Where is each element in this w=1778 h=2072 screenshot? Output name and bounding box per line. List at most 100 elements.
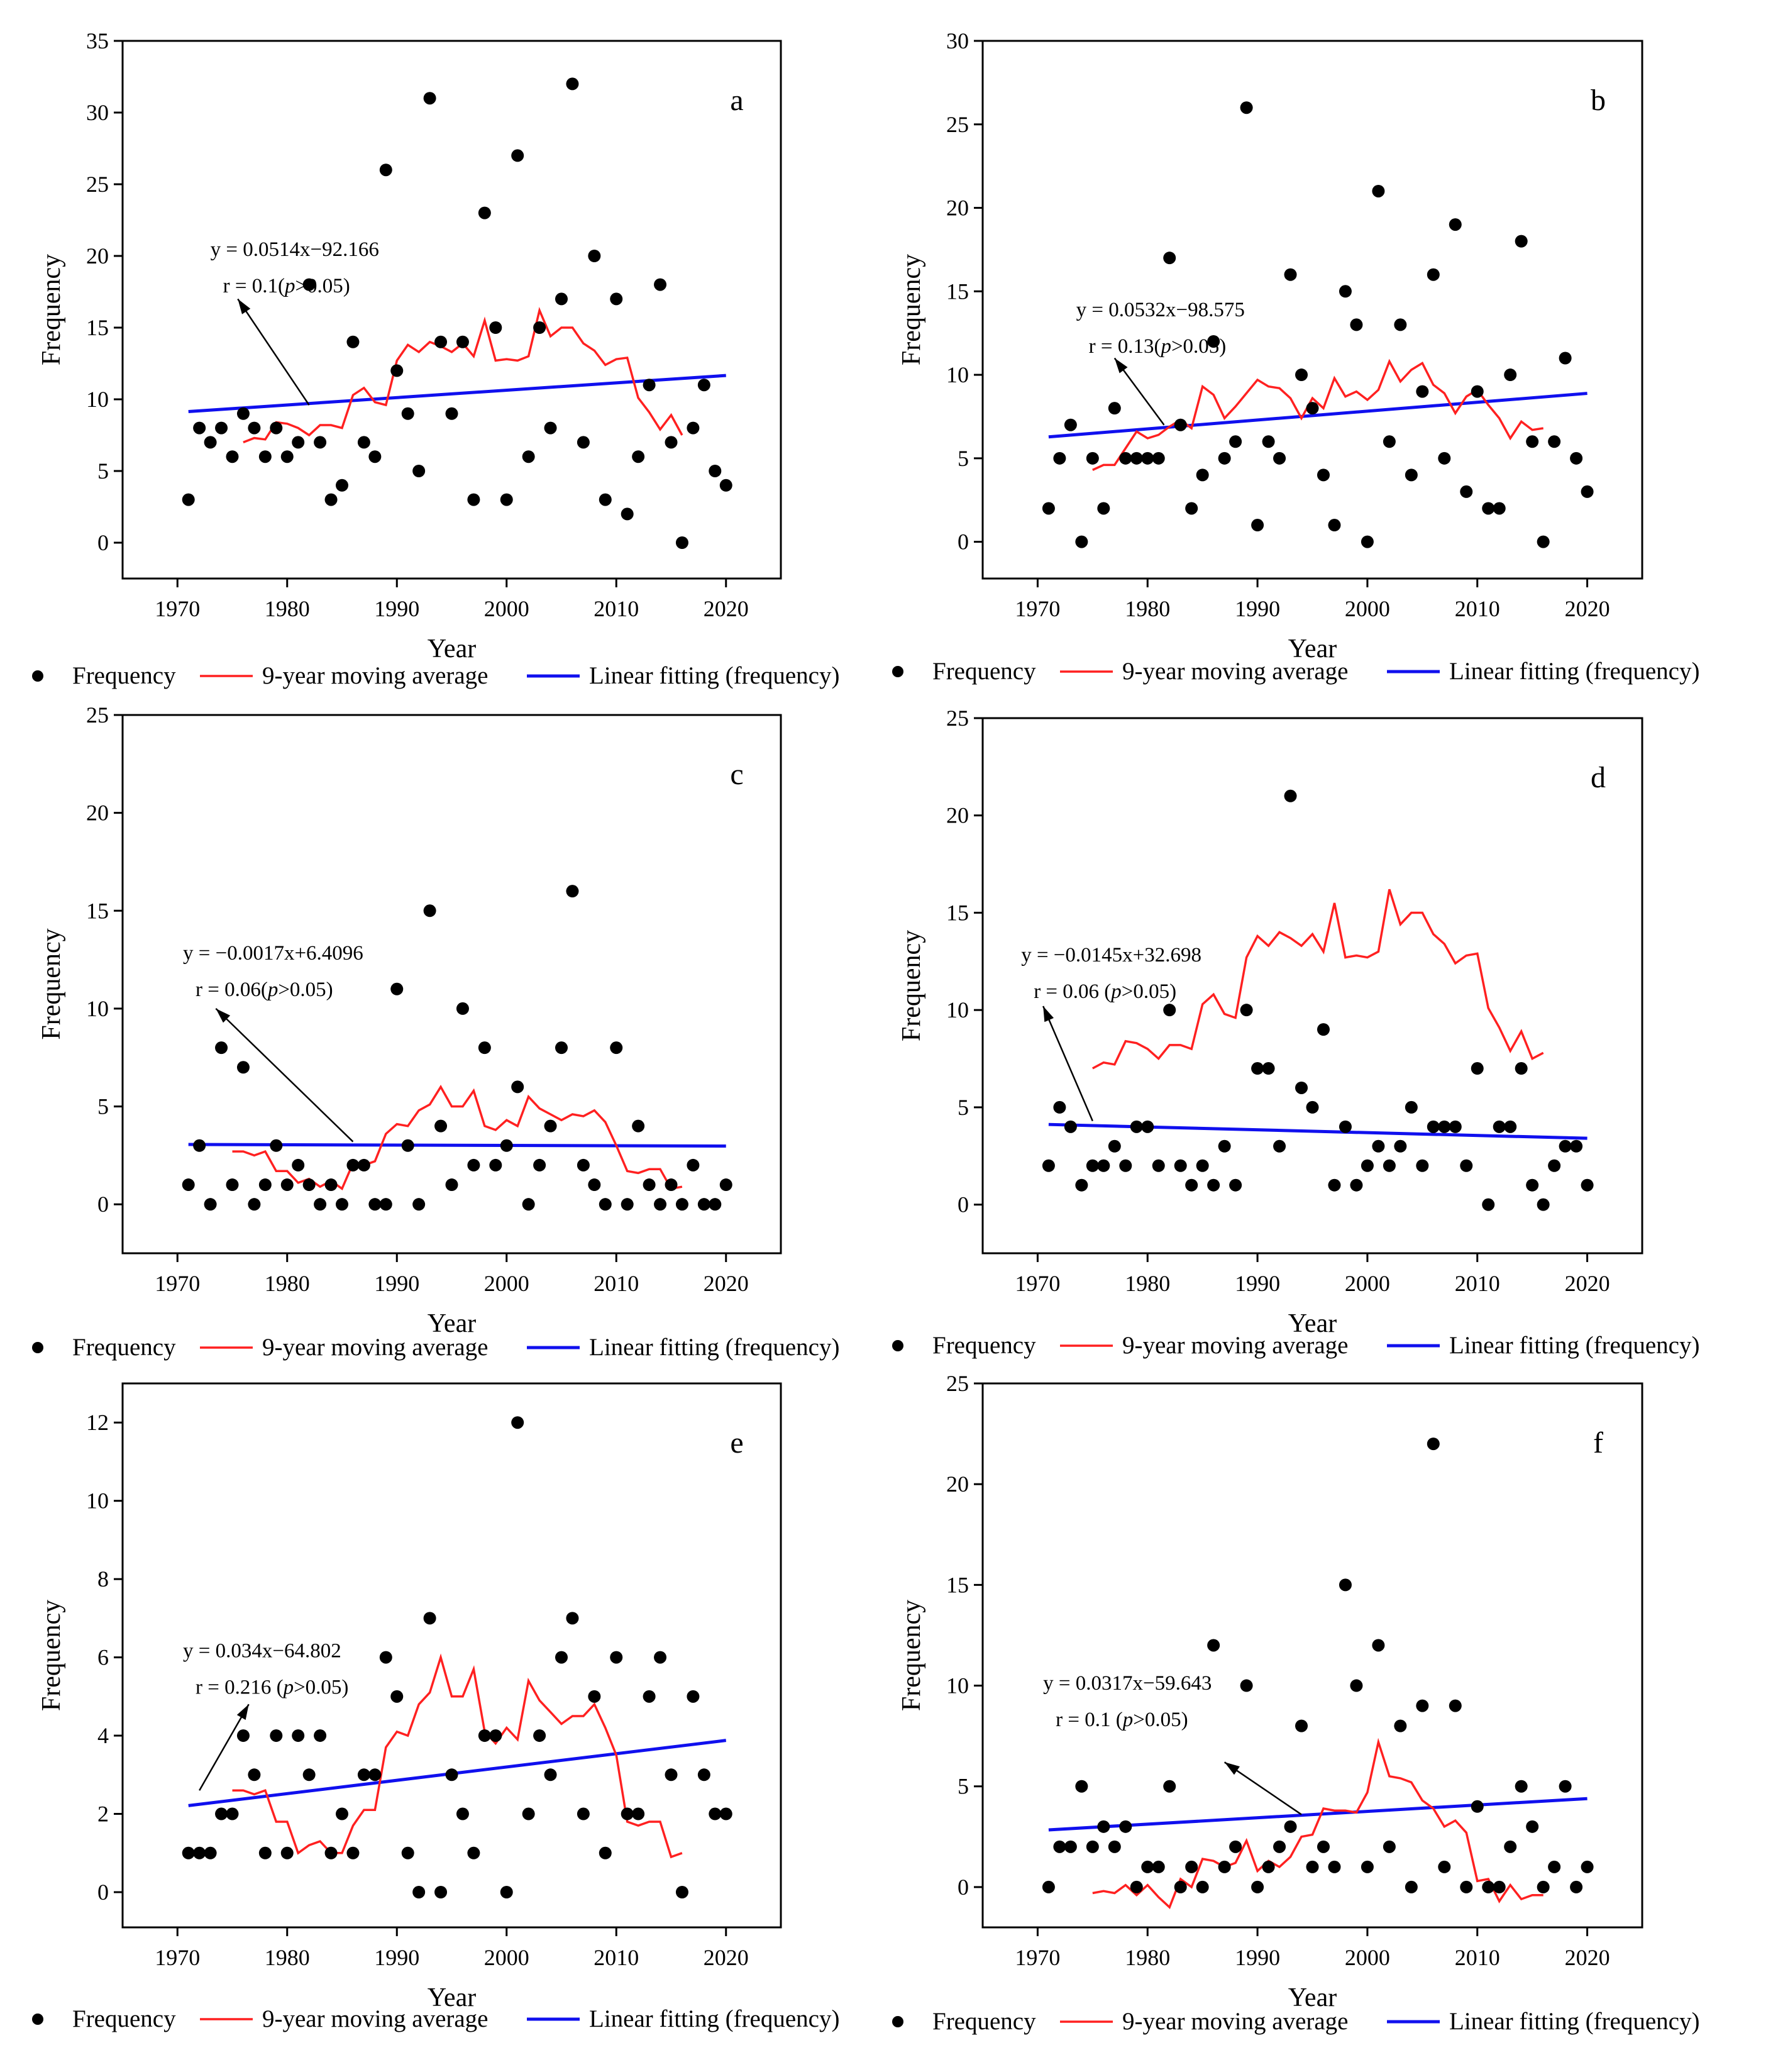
y-tick-label: 25 bbox=[946, 1371, 969, 1396]
frequency-point bbox=[379, 1198, 392, 1211]
frequency-point bbox=[1207, 335, 1220, 348]
annotation-arrow bbox=[1042, 1006, 1093, 1122]
frequency-point bbox=[610, 1041, 623, 1055]
frequency-point bbox=[675, 1198, 688, 1211]
frequency-point bbox=[588, 250, 601, 262]
legend-frequency-label: Frequency bbox=[72, 2005, 176, 2032]
frequency-point bbox=[1284, 789, 1297, 802]
p-symbol: p bbox=[1110, 980, 1122, 1003]
frequency-point bbox=[1328, 1860, 1341, 1873]
fit-equation: y = 0.0317x−59.643 bbox=[1043, 1672, 1212, 1695]
frequency-point bbox=[1295, 368, 1308, 382]
frequency-point bbox=[1361, 1159, 1374, 1172]
frequency-point bbox=[1537, 1198, 1550, 1211]
frequency-point bbox=[357, 1158, 370, 1172]
frequency-point bbox=[1361, 535, 1374, 548]
x-tick-label: 1990 bbox=[1235, 596, 1280, 621]
frequency-point bbox=[1438, 452, 1451, 465]
frequency-point bbox=[1251, 1062, 1264, 1075]
frequency-point bbox=[1229, 435, 1242, 448]
frequency-point bbox=[621, 1198, 634, 1211]
frequency-point bbox=[1394, 1719, 1407, 1732]
legend: Frequency 9-year moving average Linear fit… bbox=[32, 1334, 839, 1361]
plot-frame bbox=[121, 40, 782, 580]
x-tick-label: 2000 bbox=[1345, 1945, 1390, 1970]
y-tick-label: 12 bbox=[86, 1410, 109, 1435]
frequency-point bbox=[1306, 1100, 1319, 1114]
moving-average-line bbox=[1092, 1737, 1543, 1910]
frequency-point bbox=[1416, 1699, 1429, 1712]
frequency-point bbox=[1141, 1120, 1154, 1133]
frequency-point bbox=[456, 1002, 469, 1015]
frequency-point bbox=[610, 1651, 623, 1664]
frequency-point bbox=[1251, 519, 1264, 532]
frequency-point bbox=[258, 1178, 272, 1192]
legend-point-swatch bbox=[892, 1340, 903, 1351]
x-tick-label: 1990 bbox=[374, 596, 419, 621]
y-tick-label: 15 bbox=[946, 900, 969, 925]
correlation-prefix: r = 0.216 ( bbox=[196, 1676, 284, 1699]
frequency-point bbox=[1053, 1100, 1066, 1114]
y-tick-label: 0 bbox=[958, 1192, 969, 1217]
frequency-point bbox=[412, 465, 426, 477]
frequency-point bbox=[555, 1041, 568, 1055]
y-tick-label: 5 bbox=[97, 458, 109, 484]
frequency-point bbox=[280, 450, 294, 463]
y-tick-label: 0 bbox=[97, 1192, 109, 1217]
x-axis-title: Year bbox=[428, 1983, 476, 2012]
frequency-point bbox=[610, 292, 623, 306]
frequency-point bbox=[1152, 452, 1165, 465]
plot-frame bbox=[981, 717, 1643, 1255]
frequency-point bbox=[1218, 1139, 1231, 1153]
frequency-point bbox=[1383, 1159, 1396, 1172]
x-tick-label: 2000 bbox=[484, 1271, 529, 1296]
frequency-point bbox=[1185, 502, 1198, 515]
x-axis-title: Year bbox=[1288, 1983, 1337, 2012]
frequency-point bbox=[1042, 1159, 1055, 1172]
x-tick-label: 1970 bbox=[155, 1945, 200, 1970]
frequency-point bbox=[643, 1178, 656, 1192]
frequency-point bbox=[1130, 452, 1143, 465]
frequency-point bbox=[511, 1080, 524, 1094]
linear-fit-line bbox=[1048, 392, 1588, 439]
frequency-point bbox=[390, 1690, 404, 1703]
frequency-point bbox=[456, 335, 469, 348]
x-tick-label: 2000 bbox=[1345, 596, 1390, 621]
frequency-point bbox=[1493, 502, 1506, 515]
frequency-point bbox=[687, 421, 700, 435]
frequency-point bbox=[1240, 101, 1253, 114]
panel-c: 1970 1980 1990 2000 2010 20200510152025YearFr… bbox=[32, 702, 839, 1361]
plot-frame bbox=[981, 1382, 1643, 1929]
legend-ma-label: 9-year moving average bbox=[1122, 658, 1349, 685]
frequency-point bbox=[270, 1139, 283, 1152]
correlation-prefix: r = 0.06( bbox=[196, 978, 268, 1001]
fit-equation: y = 0.034x−64.802 bbox=[183, 1640, 341, 1663]
frequency-point bbox=[434, 335, 448, 348]
frequency-point bbox=[643, 1690, 656, 1703]
x-tick-label: 1970 bbox=[155, 1271, 200, 1296]
legend-ma-label: 9-year moving average bbox=[262, 1334, 489, 1361]
frequency-point bbox=[654, 1198, 667, 1211]
x-tick-label: 1990 bbox=[374, 1945, 419, 1970]
frequency-point bbox=[215, 1041, 228, 1055]
y-tick-label: 10 bbox=[86, 387, 109, 412]
p-symbol: p bbox=[1159, 335, 1171, 358]
y-tick-label: 0 bbox=[97, 530, 109, 555]
frequency-point bbox=[1383, 435, 1396, 448]
frequency-point bbox=[1515, 1062, 1528, 1075]
legend: Frequency 9-year moving average Linear fit… bbox=[892, 2008, 1699, 2035]
frequency-point bbox=[215, 421, 228, 435]
y-tick-label: 0 bbox=[958, 1875, 969, 1900]
frequency-point bbox=[1119, 1159, 1132, 1172]
x-tick-label: 1980 bbox=[265, 1271, 310, 1296]
frequency-point bbox=[489, 321, 502, 334]
frequency-point bbox=[1339, 1578, 1352, 1592]
x-tick-label: 2020 bbox=[704, 1271, 749, 1296]
frequency-point bbox=[1460, 1880, 1473, 1893]
frequency-point bbox=[709, 1807, 722, 1820]
y-tick-label: 0 bbox=[97, 1880, 109, 1905]
y-tick-label: 6 bbox=[97, 1645, 109, 1670]
frequency-point bbox=[1581, 485, 1594, 498]
legend: Frequency 9-year moving average Linear fit… bbox=[892, 1332, 1699, 1359]
